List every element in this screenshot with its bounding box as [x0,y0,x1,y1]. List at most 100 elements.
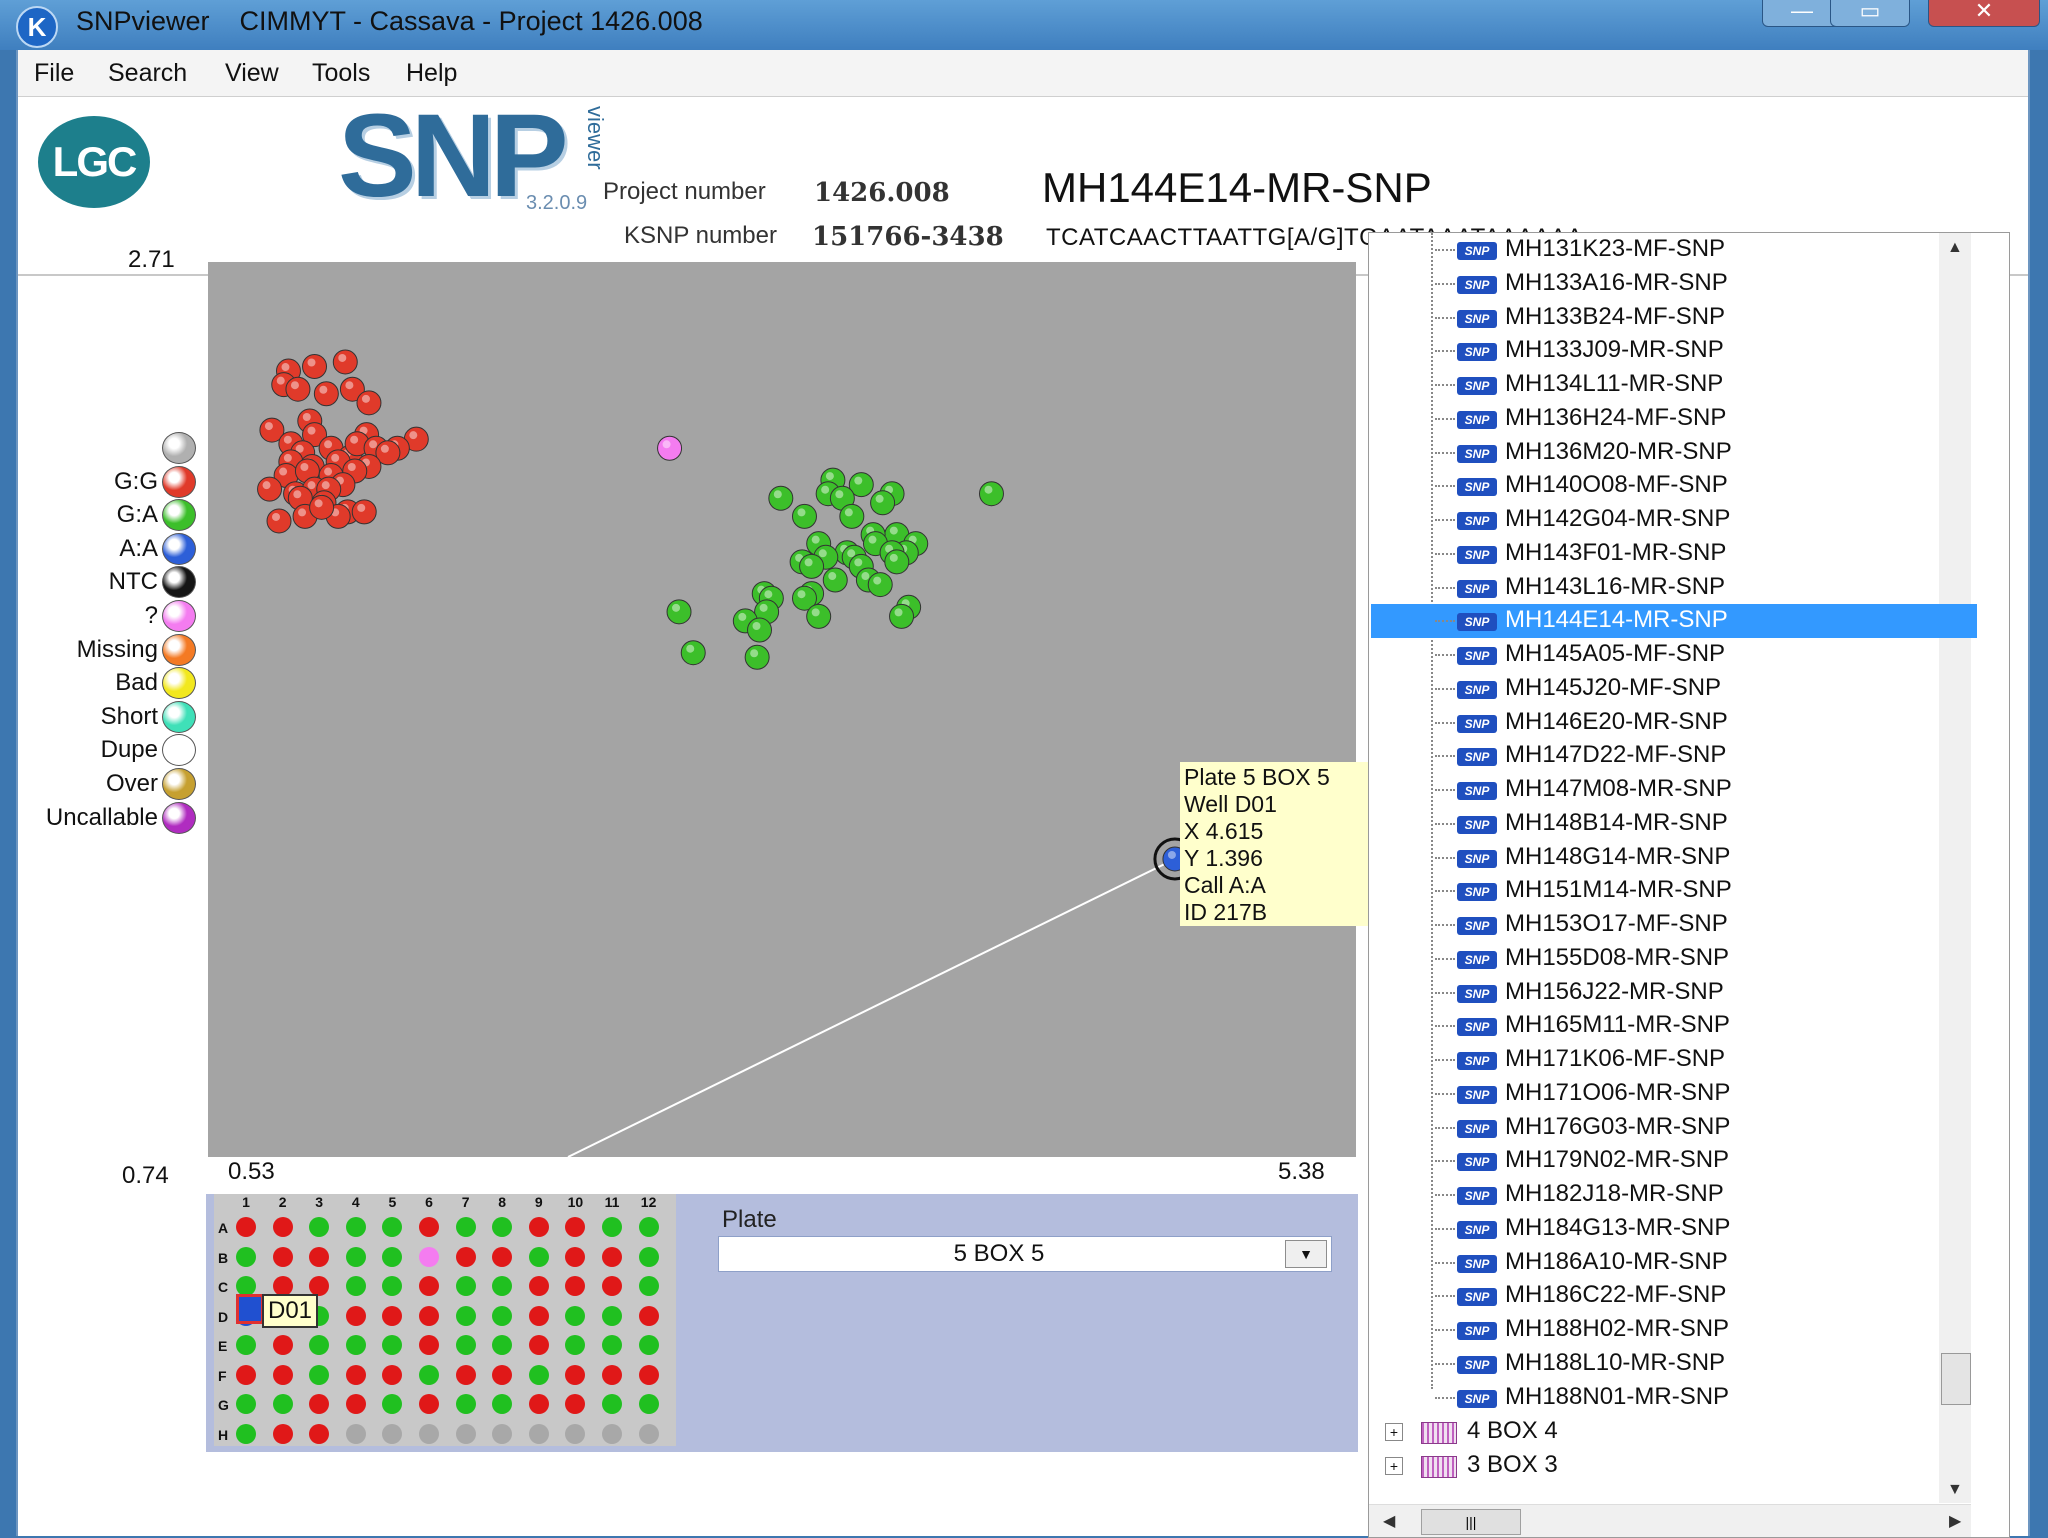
tree-item-snp[interactable]: SNP MH147D22-MF-SNP [1435,741,1939,771]
tree-item-snp[interactable]: SNP MH142G04-MR-SNP [1435,505,1939,535]
plate-well[interactable] [565,1246,586,1267]
expand-icon[interactable]: + [1385,1457,1403,1475]
plate-well[interactable] [602,1246,622,1267]
tree-item-snp[interactable]: SNP MH148G14-MR-SNP [1435,843,1939,873]
plate-well[interactable] [272,1335,293,1355]
data-point[interactable] [768,485,794,511]
plate-well[interactable] [455,1276,476,1296]
data-point[interactable] [799,553,825,579]
plate-well[interactable] [492,1305,513,1326]
plate-well[interactable] [638,1305,659,1326]
data-point[interactable] [806,603,832,629]
expand-icon[interactable]: + [1385,1423,1403,1441]
scroll-left-icon[interactable]: ◀ [1383,1513,1396,1530]
tree-item-snp[interactable]: SNP MH182J18-MR-SNP [1435,1180,1939,1210]
plate-well[interactable] [236,1394,256,1414]
plate-well[interactable] [345,1394,366,1414]
plate-well[interactable] [419,1335,439,1355]
plate-well[interactable] [236,1335,256,1355]
plate-well[interactable] [638,1276,659,1296]
tree-item-snp[interactable]: SNP MH145A05-MF-SNP [1435,640,1939,670]
plate-well[interactable] [565,1217,586,1237]
plate-well[interactable] [528,1305,549,1326]
plate-well[interactable] [236,1276,256,1296]
plate-well[interactable] [382,1394,403,1414]
selected-well-marker[interactable] [236,1294,264,1324]
data-point[interactable] [259,417,285,443]
plate-well[interactable] [382,1423,403,1444]
plate-well[interactable] [602,1423,622,1444]
scroll-right-icon[interactable]: ▶ [1949,1513,1962,1530]
data-point[interactable] [744,644,770,670]
plate-well[interactable] [345,1364,366,1385]
data-point[interactable] [309,494,335,520]
tree-item-snp[interactable]: SNP MH176G03-MR-SNP [1435,1113,1939,1143]
plate-well[interactable] [602,1276,622,1296]
plate-well[interactable] [345,1423,366,1444]
data-point[interactable] [822,567,848,593]
plate-well[interactable] [272,1423,293,1444]
plate-well[interactable] [638,1217,659,1237]
plate-well[interactable] [382,1305,403,1326]
tree-item-snp[interactable]: SNP MH133A16-MR-SNP [1435,269,1939,299]
plate-well[interactable] [345,1246,366,1267]
plate-well[interactable] [345,1335,366,1355]
maximize-button[interactable]: ▭ [1830,0,1910,27]
plate-well[interactable] [602,1305,622,1326]
data-point[interactable] [266,508,292,534]
data-point[interactable] [313,381,339,407]
plate-well[interactable] [309,1364,330,1385]
plate-well[interactable] [638,1246,659,1267]
menu-help[interactable]: Help [406,59,458,87]
close-button[interactable]: ✕ [1928,0,2040,27]
plate-well[interactable] [565,1276,586,1296]
plate-well[interactable] [345,1305,366,1326]
data-point[interactable] [884,549,910,575]
plate-well[interactable] [419,1305,439,1326]
scatter-plot[interactable] [208,262,1356,1157]
tree-item-snp[interactable]: SNP MH171O06-MR-SNP [1435,1079,1939,1109]
plate-well[interactable] [492,1335,513,1355]
plate-well[interactable] [528,1217,549,1237]
plate-well[interactable] [309,1246,330,1267]
tree-item-snp[interactable]: SNP MH179N02-MR-SNP [1435,1146,1939,1176]
tree-item-snp[interactable]: SNP MH148B14-MR-SNP [1435,809,1939,839]
tree-item-snp[interactable]: SNP MH145J20-MF-SNP [1435,674,1939,704]
plate-well[interactable] [565,1305,586,1326]
tree-item-snp[interactable]: SNP MH133B24-MF-SNP [1435,303,1939,333]
horizontal-scroll-thumb[interactable]: ||| [1421,1509,1521,1535]
plate-well[interactable] [492,1364,513,1385]
data-point[interactable] [375,440,401,466]
tree-item-snp[interactable]: SNP MH171K06-MF-SNP [1435,1045,1939,1075]
plate-well[interactable] [565,1364,586,1385]
data-point[interactable] [285,376,311,402]
tree-item-snp[interactable]: SNP MH131K23-MF-SNP [1435,235,1939,265]
plate-well[interactable] [419,1246,439,1267]
plate-well[interactable] [528,1364,549,1385]
data-point[interactable] [302,422,328,448]
plate-well[interactable] [455,1423,476,1444]
plate-well[interactable] [419,1423,439,1444]
tree-item-snp[interactable]: SNP MH186C22-MF-SNP [1435,1281,1939,1311]
plate-well[interactable] [272,1217,293,1237]
plate-well[interactable] [236,1246,256,1267]
plate-well[interactable] [345,1276,366,1296]
tree-item-snp[interactable]: SNP MH153O17-MF-SNP [1435,910,1939,940]
plate-well[interactable] [638,1423,659,1444]
plate-well[interactable] [345,1217,366,1237]
data-point[interactable] [791,585,817,611]
scatter-plot-svg[interactable] [208,262,1356,1157]
plate-select[interactable]: 5 BOX 5 ▼ [718,1236,1332,1272]
tree-item-snp[interactable]: SNP MH184G13-MR-SNP [1435,1214,1939,1244]
plate-well[interactable] [309,1335,330,1355]
tree-item-snp[interactable]: SNP MH156J22-MR-SNP [1435,978,1939,1008]
data-point[interactable] [889,603,915,629]
plate-well[interactable] [638,1364,659,1385]
plate-well[interactable] [419,1364,439,1385]
tree-item-snp[interactable]: SNP MH140O08-MF-SNP [1435,471,1939,501]
plate-well[interactable] [236,1217,256,1237]
minimize-button[interactable]: — [1762,0,1842,27]
tree-item-snp[interactable]: SNP MH188L10-MR-SNP [1435,1349,1939,1379]
plate-well[interactable] [492,1276,513,1296]
data-point[interactable] [332,349,358,375]
